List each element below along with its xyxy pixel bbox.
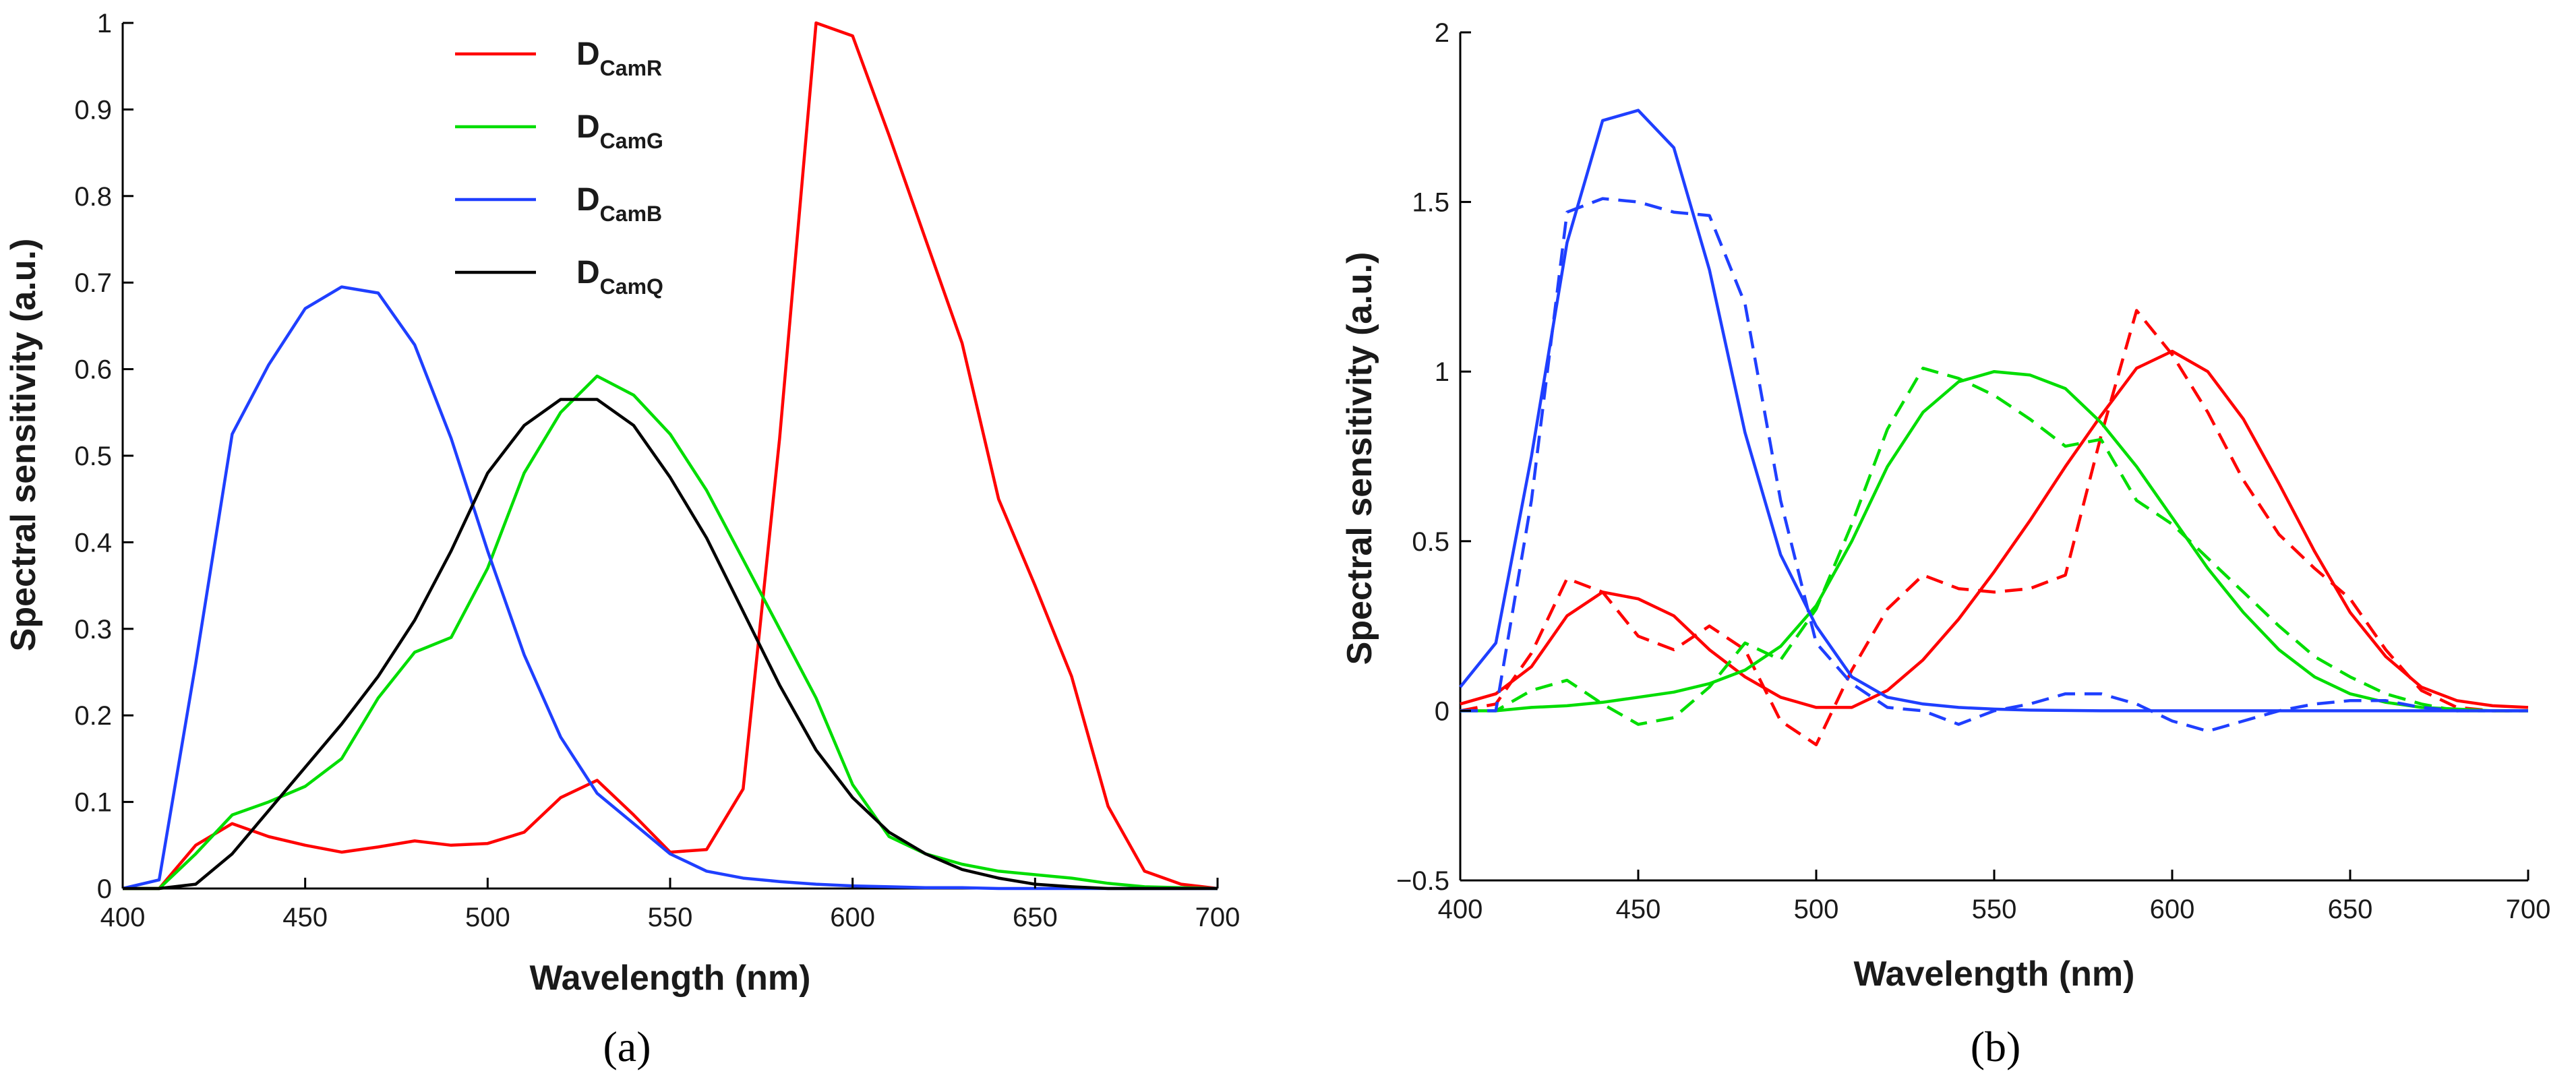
x-tick-label: 450 — [1616, 895, 1661, 924]
y-tick-label: 0.6 — [74, 355, 112, 385]
y-tick-label: −0.5 — [1396, 866, 1449, 896]
x-tick-label: 400 — [100, 903, 146, 932]
y-ticks-b: −0.5 0 0.5 1 1.5 2 — [1396, 18, 1471, 896]
legend-label-camg: DCamG — [576, 109, 663, 153]
series-line-blue-dashed — [1460, 197, 2528, 733]
x-ticks-a: 400 450 500 550 600 650 700 — [100, 878, 1240, 932]
x-tick-label: 500 — [465, 903, 510, 932]
series-line-red-solid — [1460, 349, 2529, 709]
y-tick-label: 0.9 — [74, 95, 112, 125]
panel-label-a: (a) — [603, 1023, 651, 1071]
x-tick-label: 650 — [2328, 895, 2373, 924]
series-line-red-dashed — [1460, 309, 2528, 746]
legend-label-camb: DCamB — [576, 182, 662, 226]
y-tick-label: 0.5 — [74, 442, 112, 471]
x-tick-label: 600 — [830, 903, 875, 932]
y-tick-label: 0.2 — [74, 701, 112, 731]
panel-label-b: (b) — [1971, 1023, 2021, 1071]
y-axis-label-a: Spectral sensitivity (a.u.) — [4, 239, 43, 652]
legend-label-camq: DCamQ — [576, 255, 663, 299]
y-tick-label: 0.1 — [74, 788, 112, 818]
x-tick-label: 500 — [1794, 895, 1839, 924]
y-tick-label: 2 — [1435, 18, 1449, 48]
chart-panel-b: 400 450 500 550 600 650 700 −0.5 0 0.5 1 1.5 2 Wave… — [1340, 18, 2550, 1071]
y-tick-label: 1 — [97, 9, 112, 38]
x-ticks-b: 400 450 500 550 600 650 700 — [1438, 870, 2551, 924]
x-tick-label: 700 — [1195, 903, 1240, 932]
legend-a: DCamR DCamG DCamB DCamQ — [455, 36, 663, 299]
x-tick-label: 650 — [1013, 903, 1058, 932]
x-axis-label-b: Wavelength (nm) — [1854, 955, 2135, 994]
series-line-blue-solid — [1459, 109, 2528, 713]
y-tick-label: 0.5 — [1412, 527, 1449, 557]
x-tick-label: 450 — [282, 903, 328, 932]
y-tick-label: 1 — [1435, 357, 1449, 387]
series-layer-b — [1459, 109, 2529, 746]
y-tick-label: 0.7 — [74, 268, 112, 298]
x-tick-label: 600 — [2150, 895, 2195, 924]
y-tick-label: 0.8 — [74, 182, 112, 212]
y-ticks-a: 0 0.1 0.2 0.3 0.4 0.5 0.6 0.7 0.8 0.9 1 — [74, 9, 133, 904]
y-tick-label: 0 — [1435, 696, 1449, 726]
y-tick-label: 0 — [97, 874, 112, 904]
x-tick-label: 400 — [1438, 895, 1483, 924]
x-tick-label: 700 — [2506, 895, 2551, 924]
series-line-camg — [123, 374, 1218, 891]
y-tick-label: 0.4 — [74, 528, 112, 558]
x-tick-label: 550 — [648, 903, 693, 932]
series-line-green-solid — [1460, 369, 2528, 713]
y-tick-label: 0.3 — [74, 615, 112, 644]
x-axis-label-a: Wavelength (nm) — [530, 959, 811, 998]
y-axis-label-b: Spectral sensitivity (a.u.) — [1340, 252, 1379, 665]
y-tick-label: 1.5 — [1412, 188, 1449, 218]
chart-panel-a: 400 450 500 550 600 650 700 0 0.1 0.2 0.3 0.4 0.5 0.… — [4, 9, 1240, 1071]
x-tick-label: 550 — [1972, 895, 2017, 924]
legend-label-camr: DCamR — [576, 36, 662, 80]
series-line-green-dashed — [1460, 366, 2528, 726]
